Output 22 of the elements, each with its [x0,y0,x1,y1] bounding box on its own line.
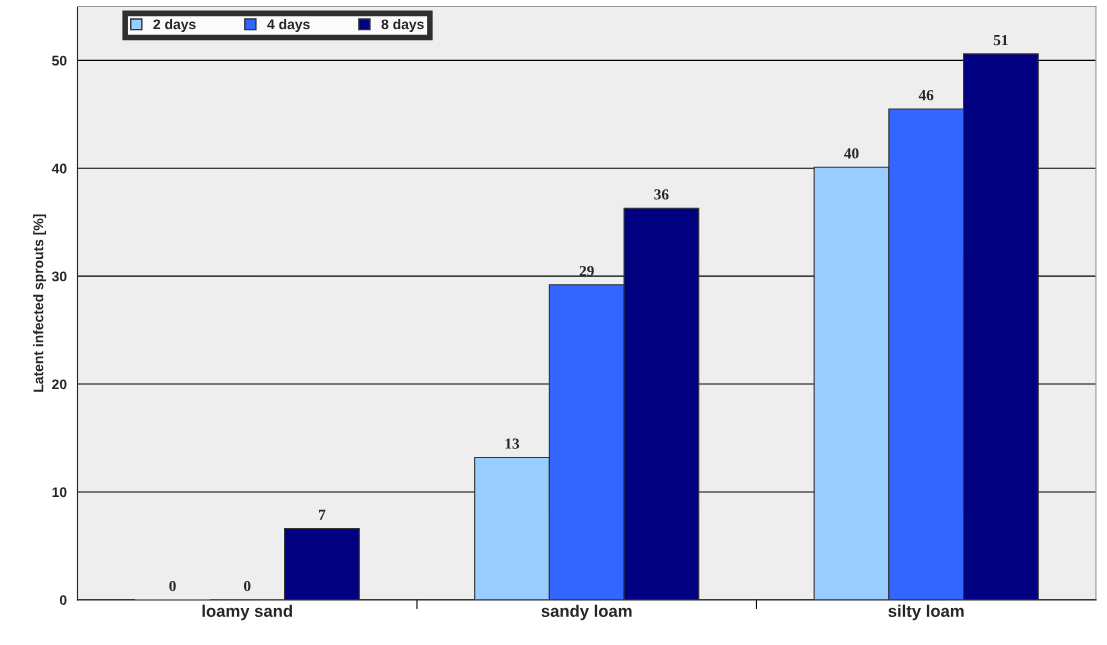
data-label: 0 [169,580,176,592]
y-tick-label: 30 [51,271,67,282]
x-tick-label: loamy sand [202,604,292,621]
legend-label: 2 days [153,19,196,32]
y-tick-label: 40 [51,163,67,174]
y-axis-title: Latent infected sprouts [%] [33,214,47,392]
data-label: 51 [993,35,1008,46]
data-label: 29 [579,265,594,277]
legend-label: 8 days [381,19,424,32]
x-tick-label: sandy loam [541,604,632,621]
y-tick-label: 0 [59,595,67,606]
legend-label: 4 days [267,19,310,32]
data-label: 13 [505,438,520,449]
data-label: 40 [844,148,859,159]
y-tick-label: 50 [52,55,67,66]
data-label: 36 [654,189,669,200]
data-label: 46 [918,90,934,101]
data-label: 0 [243,580,251,592]
x-tick-label: silty loam [888,604,964,621]
y-tick-label: 20 [52,379,67,390]
y-tick-label: 10 [52,487,67,498]
data-label: 7 [318,509,326,520]
